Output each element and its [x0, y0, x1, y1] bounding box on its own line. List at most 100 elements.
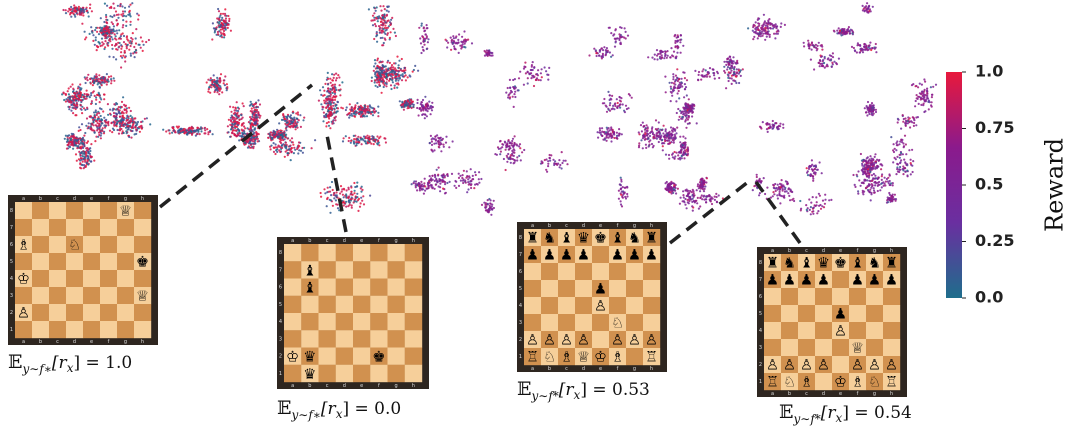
embedding-point: [211, 133, 214, 136]
embedding-point: [615, 134, 619, 137]
embedding-point: [865, 44, 868, 47]
embedding-point: [77, 85, 80, 88]
embedding-point: [203, 126, 207, 129]
embedding-point: [95, 135, 98, 138]
embedding-point: [776, 197, 780, 200]
embedding-point: [362, 135, 366, 138]
embedding-point: [74, 10, 77, 13]
embedding-point: [931, 93, 934, 96]
embedding-point: [725, 60, 728, 63]
embedding-point: [76, 147, 79, 150]
embedding-point: [211, 38, 214, 41]
embedding-point: [871, 106, 874, 109]
embedding-point: [786, 183, 789, 186]
embedding-point: [691, 209, 694, 212]
embedding-point: [321, 105, 324, 108]
embedding-point: [768, 126, 772, 129]
embedding-point: [657, 121, 660, 124]
embedding-point: [111, 131, 114, 134]
embedding-point: [515, 143, 518, 146]
embedding-point: [822, 206, 826, 209]
embedding-point: [598, 50, 602, 53]
embedding-point: [122, 96, 125, 99]
embedding-point: [274, 146, 277, 149]
embedding-point: [426, 102, 429, 105]
embedding-point: [844, 32, 847, 35]
embedding-point: [882, 184, 885, 187]
embedding-point: [727, 61, 730, 65]
embedding-point: [396, 77, 399, 80]
embedding-point: [848, 32, 851, 35]
embedding-point: [873, 155, 876, 158]
embedding-point: [852, 46, 856, 50]
embedding-point: [800, 207, 803, 210]
embedding-point: [283, 133, 286, 136]
embedding-point: [810, 41, 814, 44]
embedding-point: [782, 126, 785, 129]
embedding-point: [224, 75, 227, 78]
embedding-point: [246, 127, 249, 130]
embedding-point: [284, 119, 287, 122]
embedding-point: [694, 69, 697, 72]
embedding-point: [718, 76, 721, 80]
embedding-point: [90, 102, 93, 105]
embedding-point: [868, 8, 872, 11]
embedding-point: [220, 34, 223, 37]
embedding-point: [131, 31, 134, 35]
embedding-point: [388, 79, 391, 82]
embedding-point: [333, 90, 336, 93]
embedding-point: [78, 96, 81, 99]
embedding-point: [358, 205, 362, 208]
embedding-point: [207, 88, 210, 91]
embedding-point: [672, 128, 675, 131]
embedding-point: [679, 51, 682, 54]
embedding-point: [870, 112, 874, 115]
embedding-point: [228, 19, 231, 23]
embedding-point: [874, 153, 877, 156]
embedding-point: [512, 145, 515, 148]
embedding-point: [423, 182, 426, 185]
embedding-point: [73, 103, 76, 106]
embedding-point: [462, 39, 465, 42]
embedding-point: [177, 131, 180, 134]
embedding-point: [329, 199, 333, 202]
embedding-point: [85, 95, 89, 98]
embedding-point: [510, 144, 513, 147]
embedding-point: [376, 135, 379, 138]
embedding-point: [871, 108, 874, 111]
embedding-point: [430, 148, 433, 151]
embedding-point: [104, 126, 107, 129]
embedding-point: [910, 84, 914, 87]
embedding-point: [664, 128, 667, 131]
embedding-point: [861, 168, 865, 171]
embedding-point: [776, 188, 779, 191]
embedding-point: [523, 148, 526, 152]
embedding-point: [903, 166, 906, 170]
embedding-point: [637, 146, 641, 149]
embedding-point: [508, 97, 511, 100]
embedding-point: [376, 20, 379, 23]
embedding-point: [817, 41, 820, 44]
embedding-point: [388, 36, 391, 40]
embedding-point: [428, 141, 431, 145]
embedding-point: [512, 85, 515, 89]
embedding-point: [861, 191, 864, 194]
embedding-point: [335, 110, 338, 113]
embedding-point: [333, 197, 336, 200]
embedding-point: [68, 108, 71, 111]
embedding-point: [435, 178, 438, 181]
embedding-point: [871, 5, 874, 8]
embedding-point: [686, 111, 689, 114]
embedding-point: [927, 100, 930, 103]
embedding-point: [289, 116, 292, 119]
embedding-point: [69, 138, 72, 141]
embedding-point: [360, 196, 363, 199]
embedding-point: [422, 109, 425, 112]
embedding-point: [270, 144, 273, 147]
embedding-point: [621, 186, 624, 189]
embedding-point: [88, 115, 92, 118]
embedding-point: [698, 181, 702, 184]
embedding-point: [369, 194, 372, 197]
embedding-point: [841, 28, 844, 31]
embedding-point: [773, 32, 776, 35]
